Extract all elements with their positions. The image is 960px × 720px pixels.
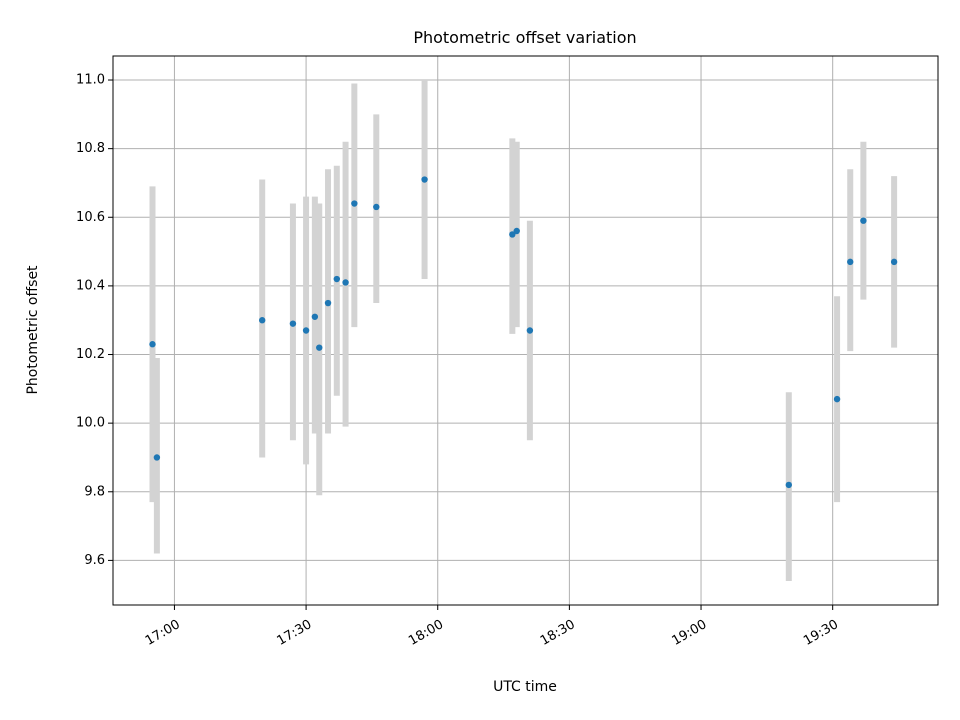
y-tick-label: 10.0 (76, 416, 105, 431)
data-point (289, 320, 297, 327)
data-point (302, 327, 310, 334)
y-tick-label: 10.2 (76, 347, 105, 362)
data-point (833, 395, 841, 403)
data-point (311, 313, 319, 320)
data-point (847, 258, 854, 266)
data-point (509, 231, 516, 238)
data-point (149, 341, 156, 348)
y-tick-label: 9.8 (84, 484, 105, 499)
data-point (351, 200, 358, 207)
data-point (890, 258, 898, 266)
data-point (526, 327, 534, 334)
data-point (860, 217, 867, 224)
y-axis-label: Photometric offset (25, 265, 41, 395)
data-point (324, 299, 332, 307)
plot-area (113, 56, 938, 605)
data-point (333, 275, 341, 283)
y-tick-label: 10.4 (76, 278, 105, 293)
data-points (149, 176, 898, 489)
data-point (153, 454, 161, 461)
data-point (316, 344, 323, 351)
y-tick-label: 9.6 (84, 553, 105, 568)
grid (113, 56, 938, 605)
plot-frame (112, 55, 939, 606)
data-point (513, 227, 520, 235)
y-tick-label: 11.0 (76, 73, 105, 88)
data-point (373, 203, 380, 211)
x-axis-label: UTC time (493, 679, 557, 695)
data-point (342, 279, 349, 286)
data-point (421, 176, 428, 183)
y-tick-label: 10.8 (76, 141, 105, 156)
y-axis-ticks: 9.6 9.8 10.0 10.2 10.4 10.6 10.8 11.0 (76, 73, 113, 568)
data-point (259, 317, 266, 324)
y-tick-label: 10.6 (76, 210, 105, 225)
data-point (785, 481, 792, 489)
chart-title: Photometric offset variation (413, 28, 636, 47)
